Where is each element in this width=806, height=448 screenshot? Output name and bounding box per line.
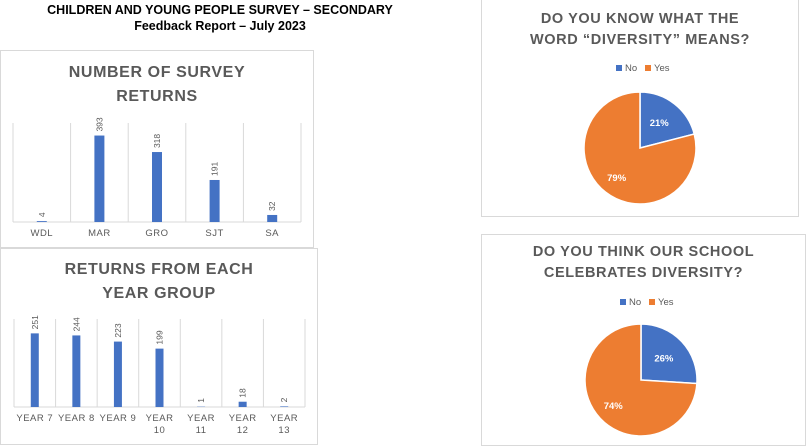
- chart-title-line-1: DO YOU KNOW WHAT THE: [540, 11, 740, 27]
- chart-title-line-2: RETURNS: [116, 88, 198, 105]
- bar: [238, 401, 247, 407]
- chart-title: NUMBER OF SURVEY RETURNS: [1, 61, 313, 109]
- bar: [113, 341, 122, 407]
- legend-swatch: [616, 65, 622, 71]
- x-tick-label: WDL: [30, 228, 53, 239]
- report-subtitle: Feedback Report – July 2023: [134, 19, 306, 33]
- data-label: 1: [196, 398, 206, 403]
- survey-returns-bar-chart: 4 WDL 393 MAR 318 GRO 191 SJT 32 SA: [12, 117, 302, 239]
- slice-label: 79%: [607, 173, 627, 184]
- x-tick-label: YEAR: [270, 413, 298, 424]
- x-tick-label: SA: [265, 228, 279, 239]
- chart-title: DO YOU THINK OUR SCHOOL CELEBRATES DIVER…: [482, 242, 805, 284]
- data-label: 2: [279, 397, 289, 402]
- chart-title: RETURNS FROM EACH YEAR GROUP: [1, 258, 317, 306]
- diversity-meaning-chart-panel: DO YOU KNOW WHAT THE WORD “DIVERSITY” ME…: [481, 0, 799, 217]
- legend-swatch: [649, 299, 655, 305]
- pie-slice: [584, 323, 698, 437]
- bar: [36, 221, 47, 222]
- bar: [280, 406, 289, 407]
- chart-title-line-1: NUMBER OF SURVEY: [68, 64, 246, 81]
- bar: [94, 135, 105, 222]
- pie-slice: [639, 91, 696, 149]
- diversity-meaning-pie-chart: No Yes 21% 79%: [583, 63, 697, 205]
- survey-returns-chart-panel: NUMBER OF SURVEY RETURNS 4 WDL 393 MAR 318 GR…: [0, 50, 314, 248]
- x-tick-label: 10: [154, 425, 166, 436]
- x-tick-label: 12: [237, 425, 249, 436]
- slice-label: 21%: [650, 118, 670, 129]
- data-label: 32: [267, 201, 277, 211]
- bar: [155, 348, 164, 407]
- x-tick-label: YEAR: [146, 413, 174, 424]
- x-tick-label: YEAR 9: [100, 413, 137, 424]
- chart-title-line-2: YEAR GROUP: [102, 285, 216, 302]
- data-label: 199: [155, 330, 165, 344]
- report-title: CHILDREN AND YOUNG PEOPLE SURVEY – SECON…: [47, 3, 393, 17]
- legend-swatch: [645, 65, 651, 71]
- chart-title-line-2: WORD “DIVERSITY” MEANS?: [529, 32, 751, 48]
- data-label: 223: [113, 323, 123, 337]
- x-tick-label: YEAR 8: [58, 413, 95, 424]
- data-label: 18: [238, 388, 248, 398]
- chart-title-line-2: CELEBRATES DIVERSITY?: [543, 265, 744, 281]
- legend-label: Yes: [658, 297, 674, 308]
- x-tick-label: 11: [196, 425, 207, 436]
- chart-title: DO YOU KNOW WHAT THE WORD “DIVERSITY” ME…: [482, 9, 798, 51]
- pie-slice: [640, 323, 698, 385]
- year-group-chart-panel: RETURNS FROM EACH YEAR GROUP 251 YEAR 7 24…: [0, 248, 318, 445]
- x-tick-label: YEAR: [187, 413, 215, 424]
- x-tick-label: 13: [278, 425, 290, 436]
- data-label: 191: [210, 162, 220, 176]
- bar: [30, 333, 39, 407]
- school-celebrates-chart-panel: DO YOU THINK OUR SCHOOL CELEBRATES DIVER…: [481, 234, 806, 446]
- legend-label: Yes: [654, 63, 670, 74]
- data-label: 244: [71, 317, 81, 331]
- data-label: 393: [94, 117, 104, 131]
- x-tick-label: GRO: [145, 228, 168, 239]
- x-tick-label: YEAR: [229, 413, 257, 424]
- slice-label: 74%: [604, 401, 624, 412]
- x-tick-label: MAR: [88, 228, 111, 239]
- slice-label: 26%: [654, 354, 674, 365]
- bar: [267, 214, 278, 222]
- chart-title-line-1: RETURNS FROM EACH: [64, 261, 254, 278]
- chart-title-line-1: DO YOU THINK OUR SCHOOL: [532, 244, 755, 260]
- x-tick-label: YEAR 7: [16, 413, 53, 424]
- report-header: CHILDREN AND YOUNG PEOPLE SURVEY – SECON…: [0, 0, 440, 34]
- bar: [72, 335, 81, 407]
- legend-label: No: [629, 297, 641, 308]
- school-celebrates-pie-chart: No Yes 26% 74%: [584, 297, 698, 437]
- x-tick-label: SJT: [205, 228, 223, 239]
- data-label: 318: [152, 134, 162, 148]
- legend-swatch: [620, 299, 626, 305]
- bar: [152, 152, 162, 222]
- data-label: 251: [30, 315, 40, 329]
- data-label: 4: [37, 212, 47, 217]
- legend-label: No: [625, 63, 637, 74]
- bar: [209, 179, 220, 222]
- pie-slice: [583, 91, 697, 205]
